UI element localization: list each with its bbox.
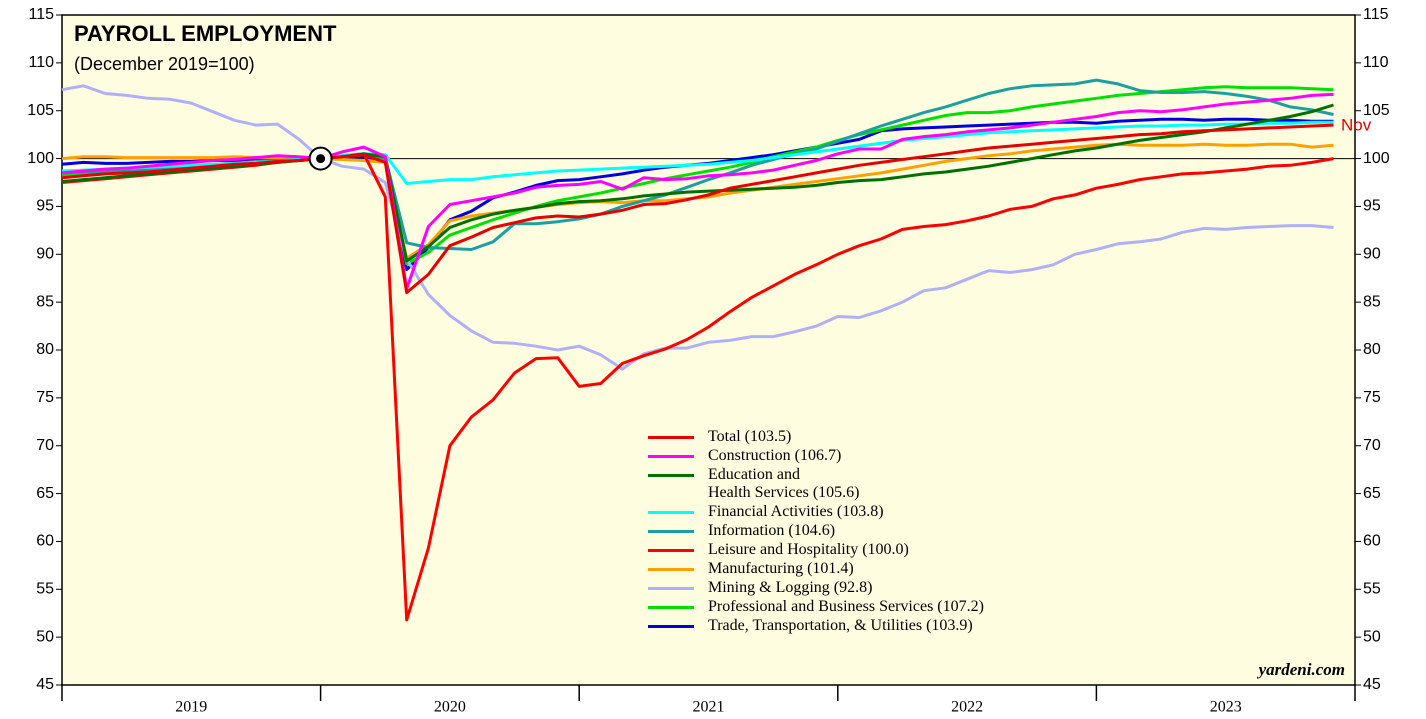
y-tick-label: 70: [36, 437, 54, 454]
legend-label: Trade, Transportation, & Utilities (103.…: [708, 617, 973, 634]
legend-swatch: [648, 587, 694, 590]
annotation: Nov: [1341, 115, 1372, 134]
legend-label: Financial Activities (103.8): [708, 503, 884, 520]
x-tick-label: 2022: [951, 699, 983, 716]
y2-tick-label: 45: [1363, 676, 1381, 693]
lines: [61, 78, 1355, 622]
y-tick-label: 115: [28, 6, 54, 23]
y2-tick-label: 90: [1363, 246, 1381, 263]
legend: Total (103.5) Construction (106.7) Educati…: [648, 428, 984, 636]
y2-tick-label: 100: [1363, 150, 1390, 167]
legend-entry: Manufacturing (101.4): [648, 560, 984, 578]
legend-swatch: [648, 549, 694, 552]
legend-entry: Construction (106.7): [648, 447, 984, 465]
y2-tick-label: 60: [1363, 533, 1381, 550]
legend-swatch: [648, 606, 694, 609]
legend-entry: Mining & Logging (92.8): [648, 579, 984, 597]
y2-tick-label: 70: [1363, 437, 1381, 454]
y-tick-label: 60: [36, 533, 54, 550]
x-tick-label: 2021: [693, 699, 725, 716]
x-tick-label: 2020: [434, 699, 466, 716]
legend-label: Total (103.5): [708, 428, 792, 445]
reference-point-dot: [316, 154, 326, 164]
legend-label: Manufacturing (101.4): [708, 560, 854, 577]
legend-entry: Education and Health Services (105.6): [648, 466, 984, 502]
legend-entry: Information (104.6): [648, 522, 984, 540]
y2-tick-label: 80: [1363, 341, 1381, 358]
legend-entry: Professional and Business Services (107.…: [648, 598, 984, 616]
legend-swatch: [648, 511, 694, 514]
chart-subtitle: (December 2019=100): [74, 54, 255, 74]
legend-swatch: [648, 436, 694, 439]
series-line: [61, 84, 1334, 371]
legend-swatch: [648, 530, 694, 533]
legend-swatch: [648, 568, 694, 571]
y-tick-label: 85: [36, 293, 54, 310]
legend-label: Mining & Logging (92.8): [708, 579, 873, 596]
source: yardeni.com: [1257, 660, 1345, 679]
y-tick-label: 80: [36, 341, 54, 358]
y-tick-label: 110: [28, 54, 54, 71]
legend-label: Construction (106.7): [708, 447, 842, 464]
y-tick-label: 65: [36, 485, 54, 502]
legend-entry: Leisure and Hospitality (100.0): [648, 541, 984, 559]
x-tick-label: 2023: [1210, 699, 1242, 716]
y2-tick-label: 50: [1363, 628, 1381, 645]
y2-tick-label: 105: [1363, 102, 1390, 119]
legend-label: Information (104.6): [708, 522, 836, 539]
legend-entry: Total (103.5): [648, 428, 984, 446]
y2-tick-label: 95: [1363, 198, 1381, 215]
legend-entry: Trade, Transportation, & Utilities (103.…: [648, 617, 984, 635]
y2-tick-label: 115: [1363, 6, 1389, 23]
legend-label: Education and Health Services (105.6): [708, 466, 860, 501]
x-tick-label: 2019: [175, 699, 207, 716]
y-tick-label: 90: [36, 246, 54, 263]
y-tick-label: 100: [27, 150, 54, 167]
y-tick-label: 105: [27, 102, 54, 119]
y2-tick-label: 110: [1363, 54, 1389, 71]
y-tick-label: 75: [36, 389, 54, 406]
legend-swatch: [648, 474, 694, 477]
legend-swatch: [648, 455, 694, 458]
y-tick-label: 45: [36, 676, 54, 693]
series-line: [61, 123, 1334, 295]
y2-tick-label: 65: [1363, 485, 1381, 502]
legend-entry: Financial Activities (103.8): [648, 503, 984, 521]
y2-tick-label: 85: [1363, 293, 1381, 310]
y2-tick-label: 75: [1363, 389, 1381, 406]
y2-tick-label: 55: [1363, 581, 1381, 598]
legend-label: Professional and Business Services (107.…: [708, 598, 984, 615]
series-line: [61, 92, 1334, 291]
legend-label: Leisure and Hospitality (100.0): [708, 541, 909, 558]
y-tick-label: 50: [36, 628, 54, 645]
y-tick-label: 55: [36, 581, 54, 598]
legend-swatch: [648, 625, 694, 628]
y-tick-label: 95: [36, 198, 54, 215]
chart-title: PAYROLL EMPLOYMENT: [74, 21, 337, 46]
